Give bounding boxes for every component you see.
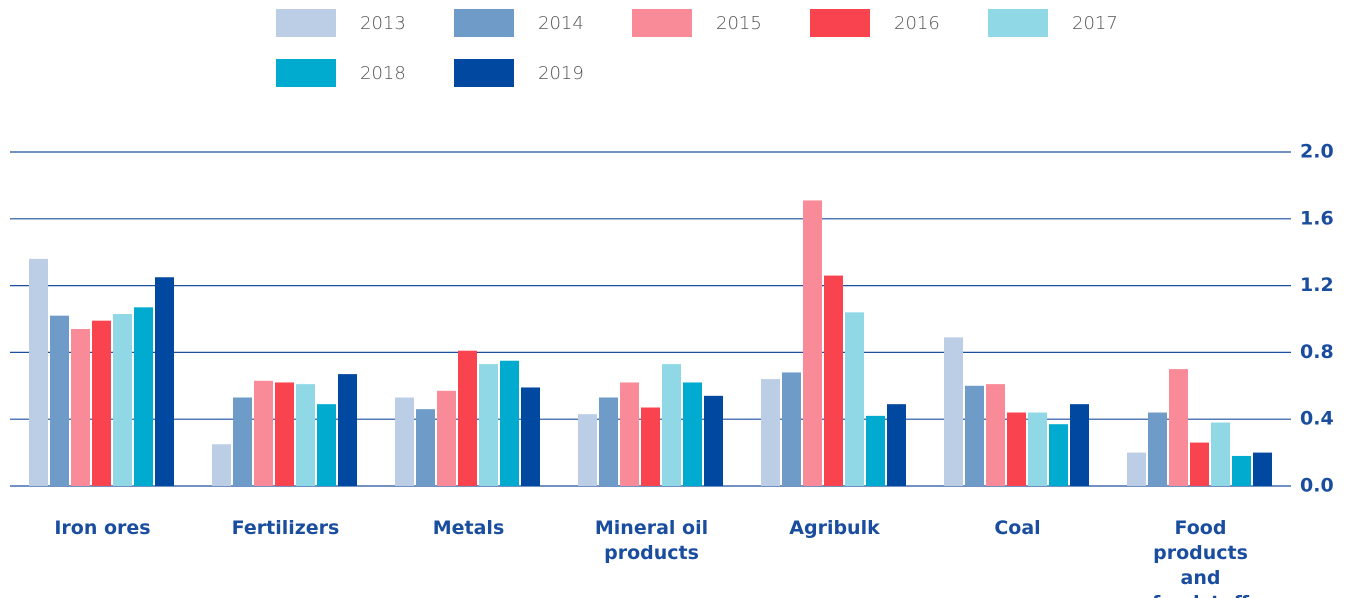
bar: [296, 384, 315, 486]
bar: [338, 374, 357, 486]
bar: [803, 200, 822, 486]
bar: [704, 395, 723, 486]
bar: [662, 364, 681, 486]
bar: [1007, 412, 1026, 486]
legend-label: 2016: [894, 13, 940, 34]
y-tick-label: 0.0: [1300, 475, 1334, 497]
x-tick-label: Agribulk: [789, 517, 880, 539]
bar: [866, 415, 885, 486]
bar: [1169, 369, 1188, 486]
bar: [134, 307, 153, 486]
bar: [92, 320, 111, 486]
legend-label: 2018: [360, 63, 406, 84]
bar: [50, 315, 69, 486]
bar: [761, 379, 780, 486]
y-tick-label: 2.0: [1300, 141, 1334, 163]
bar: [416, 409, 435, 486]
bar: [395, 397, 414, 486]
bar: [1070, 404, 1089, 486]
x-tick-label: Food products and feedstuff: [1152, 517, 1249, 598]
x-tick-label: Fertilizers: [231, 517, 340, 539]
bar: [458, 350, 477, 486]
legend-swatch: [454, 59, 514, 87]
bar: [155, 277, 174, 486]
bar: [641, 407, 660, 486]
bar: [824, 275, 843, 486]
x-tick-label: Metals: [432, 517, 505, 539]
bar: [521, 387, 540, 486]
legend-swatch: [810, 9, 870, 37]
legend-label: 2019: [538, 63, 584, 84]
bar: [254, 380, 273, 486]
y-tick-label: 1.2: [1300, 274, 1334, 296]
bar: [437, 390, 456, 486]
bar: [599, 397, 618, 486]
bar: [71, 329, 90, 486]
legend-label: 2017: [1072, 13, 1118, 34]
bar: [1232, 455, 1251, 486]
legend-label: 2014: [538, 13, 584, 34]
bar: [1049, 424, 1068, 486]
bar: [965, 385, 984, 486]
bar: [986, 384, 1005, 486]
bar: [578, 414, 597, 486]
legend-swatch: [454, 9, 514, 37]
bar: [620, 382, 639, 486]
bar: [275, 382, 294, 486]
bar: [212, 444, 231, 486]
legend-swatch: [276, 9, 336, 37]
y-tick-label: 0.8: [1300, 341, 1334, 363]
bar: [887, 404, 906, 486]
bar: [1253, 452, 1272, 486]
bar: [500, 360, 519, 486]
y-tick-label: 0.4: [1300, 408, 1334, 430]
bar: [233, 397, 252, 486]
y-tick-label: 1.6: [1300, 207, 1334, 229]
legend-swatch: [988, 9, 1048, 37]
bar: [1211, 422, 1230, 486]
legend-swatch: [276, 59, 336, 87]
bar: [782, 372, 801, 486]
bar: [113, 313, 132, 486]
bar: [1190, 442, 1209, 486]
bar: [29, 258, 48, 486]
bar: [1028, 412, 1047, 486]
bar: [1148, 412, 1167, 486]
bar: [845, 312, 864, 486]
bar: [317, 404, 336, 486]
bar: [944, 337, 963, 486]
x-tick-label: Mineral oil products: [594, 517, 709, 564]
legend-label: 2013: [360, 13, 406, 34]
bar: [1127, 452, 1146, 486]
legend-swatch: [632, 9, 692, 37]
x-tick-label: Iron ores: [54, 517, 151, 539]
legend-label: 2015: [716, 13, 762, 34]
x-tick-label: Coal: [994, 517, 1041, 539]
bar: [479, 364, 498, 486]
bar: [683, 382, 702, 486]
